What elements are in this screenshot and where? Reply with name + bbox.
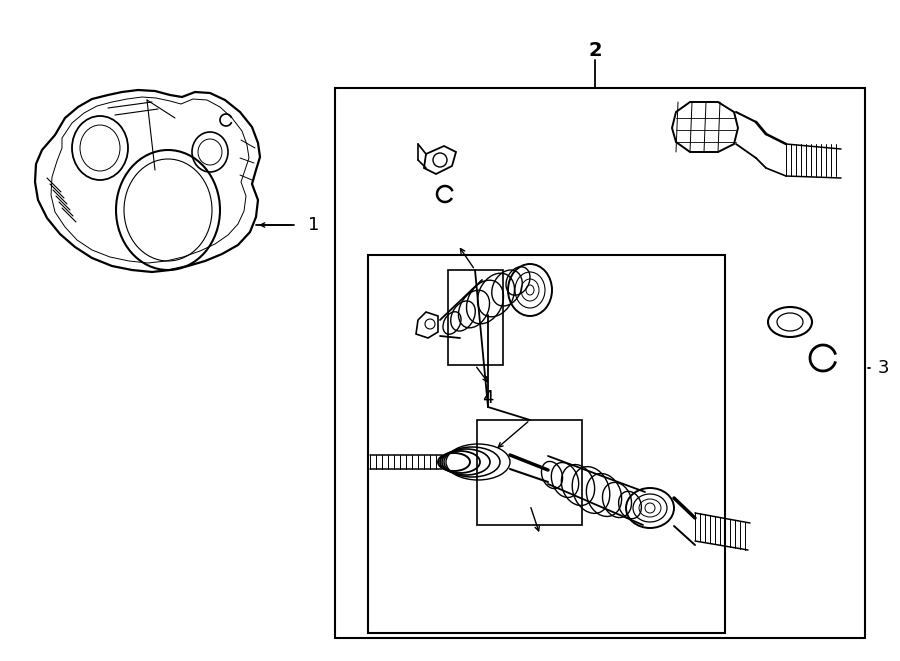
Bar xyxy=(335,88,865,638)
Text: 4: 4 xyxy=(482,389,494,407)
Text: 3: 3 xyxy=(878,359,889,377)
Bar xyxy=(448,270,503,365)
Text: 1: 1 xyxy=(308,216,320,234)
Text: 2: 2 xyxy=(589,40,602,59)
Bar xyxy=(368,255,725,633)
Bar xyxy=(477,420,582,525)
